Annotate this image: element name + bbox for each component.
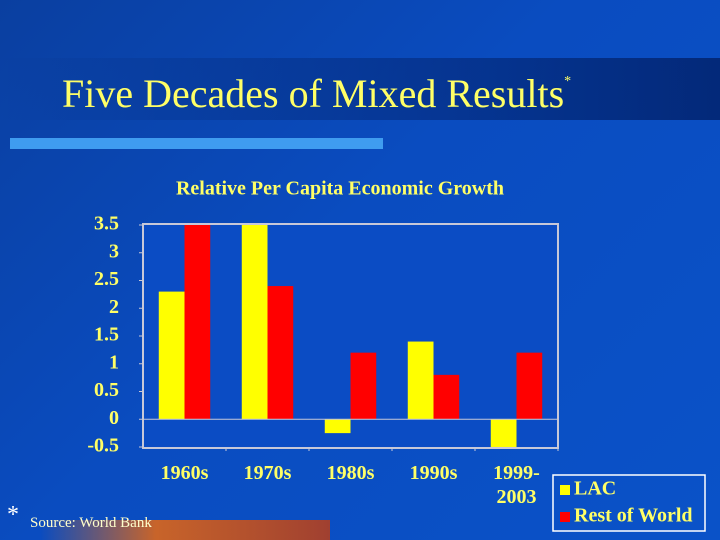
title-note: * [564,74,572,89]
y-tick-label: 2 [109,296,119,318]
legend-box [552,474,706,532]
y-tick-label: 3.5 [94,213,119,235]
x-tick-label: 1990s [409,462,458,484]
slide-title: Five Decades of Mixed Results* [62,70,571,117]
legend-label: LAC [574,478,616,500]
decor [40,520,330,540]
y-tick-label: 3 [109,240,119,262]
bar [490,419,517,447]
legend-swatch [560,512,570,522]
bar [324,419,351,434]
title-text: Five Decades of Mixed Results [62,71,565,116]
y-tick-label: 1 [109,351,119,373]
title-rule [10,138,383,149]
y-tick-label: 2.5 [94,268,119,290]
x-tick-label: 1970s [243,462,292,484]
x-tick-label: 1960s [160,462,209,484]
y-tick-label: 1.5 [94,324,119,346]
bar [267,286,294,420]
footnote-marker: * [7,502,19,528]
y-tick-label: 0.5 [94,379,119,401]
header-band [0,58,720,120]
bar [350,352,377,420]
footnote: Source: World Bank [30,515,152,531]
chart-title: Relative Per Capita Economic Growth [176,178,504,200]
bar [433,374,460,420]
bar [184,225,211,420]
bar [407,341,434,420]
y-tick-label: 0 [109,407,119,429]
legend-label: Rest of World [574,505,693,527]
x-tick-label: 1980s [326,462,375,484]
bar [158,291,185,420]
x-tick-label: 1999-2003 [493,462,540,508]
bar [516,352,543,420]
y-tick-label: -0.5 [87,435,119,457]
bar [241,225,268,420]
legend-swatch [560,485,570,495]
